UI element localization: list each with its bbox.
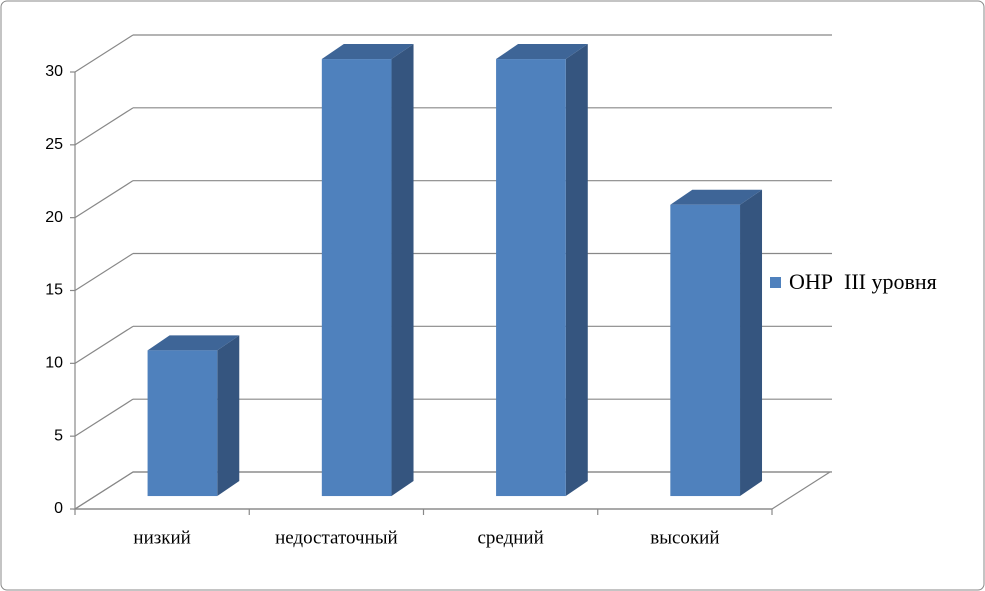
x-tick-label: низкий	[133, 527, 190, 548]
bar-top	[496, 44, 588, 60]
y-tick-label: 10	[45, 355, 63, 372]
y-tick-label: 30	[45, 63, 63, 80]
x-tick-label: высокий	[650, 527, 719, 548]
grid-line	[74, 398, 134, 437]
grid-line	[74, 471, 134, 510]
bar	[321, 59, 392, 497]
y-tick-label: 0	[54, 500, 63, 517]
bar-top	[670, 189, 763, 205]
grid-line	[74, 325, 134, 364]
bar-top	[321, 44, 414, 60]
grid-line	[74, 107, 134, 146]
grid-line	[74, 34, 134, 73]
y-tick-label: 15	[45, 282, 63, 299]
grid-line	[74, 252, 134, 292]
y-tick-label: 20	[45, 209, 63, 226]
y-tick-label: 25	[45, 136, 63, 153]
x-tick-label: средний	[477, 527, 543, 548]
grid-line	[74, 180, 134, 219]
bar-side	[217, 335, 240, 497]
legend-swatch	[770, 277, 781, 288]
bar-side	[391, 44, 414, 497]
bar-top	[147, 335, 240, 351]
legend-label: ОНР III уровня	[789, 269, 937, 294]
bar-side	[740, 189, 763, 497]
bar-side	[565, 44, 588, 497]
bar	[147, 350, 218, 497]
y-tick-label: 5	[54, 427, 63, 444]
x-tick-label: недостаточный	[275, 527, 398, 548]
bar	[496, 59, 566, 497]
bar	[670, 204, 741, 497]
